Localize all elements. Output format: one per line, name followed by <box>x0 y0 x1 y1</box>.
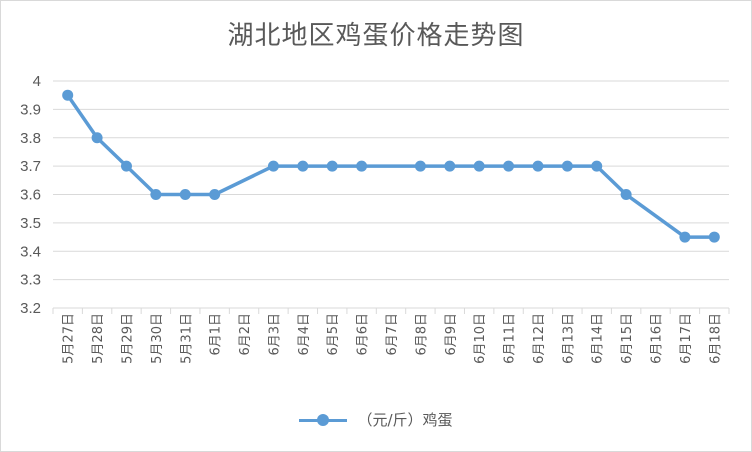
x-tick-label: 5月28日 <box>91 313 106 364</box>
data-point <box>62 89 74 101</box>
data-point <box>326 160 338 172</box>
y-tick-label: 3.5 <box>20 215 41 232</box>
data-point <box>356 160 368 172</box>
y-tick-label: 3.3 <box>20 272 41 289</box>
y-tick-label: 3.9 <box>20 101 41 118</box>
data-point <box>591 160 603 172</box>
x-tick-label: 6月14日 <box>591 313 606 364</box>
data-point <box>561 160 573 172</box>
data-point <box>473 160 485 172</box>
y-tick-label: 3.6 <box>20 187 41 204</box>
y-tick-label: 4 <box>33 73 41 90</box>
x-tick-label: 6月13日 <box>561 313 576 364</box>
x-tick-label: 6月18日 <box>708 313 723 364</box>
x-tick-label: 6月11日 <box>503 313 518 364</box>
x-tick-label: 5月30日 <box>150 313 165 364</box>
x-tick-label: 6月12日 <box>532 313 547 364</box>
x-tick-label: 6月4日 <box>297 313 312 356</box>
legend-line-marker-icon <box>299 413 348 426</box>
x-tick-label: 6月3日 <box>267 313 282 356</box>
data-point <box>120 160 132 172</box>
data-point <box>414 160 426 172</box>
x-tick-label: 6月16日 <box>650 313 665 364</box>
y-tick-label: 3.8 <box>20 130 41 147</box>
x-tick-label: 5月27日 <box>62 313 77 364</box>
chart-title: 湖北地区鸡蛋价格走势图 <box>227 21 525 51</box>
x-tick-label: 5月31日 <box>179 313 194 364</box>
x-tick-label: 6月9日 <box>444 313 459 356</box>
data-point <box>297 160 309 172</box>
data-point <box>209 189 221 200</box>
x-tick-label: 6月1日 <box>209 313 224 356</box>
data-point <box>91 132 103 144</box>
y-tick-label: 3.2 <box>20 300 41 317</box>
data-point <box>503 160 515 172</box>
x-tick-label: 6月15日 <box>620 313 635 364</box>
data-point <box>532 160 544 172</box>
x-tick-label: 6月10日 <box>473 313 488 364</box>
x-tick-label: 6月2日 <box>238 313 253 356</box>
legend: （元/斤）鸡蛋 <box>1 409 751 430</box>
y-tick-label: 3.4 <box>20 243 41 260</box>
x-tick-label: 5月29日 <box>120 313 135 364</box>
data-point <box>708 231 720 243</box>
data-point <box>179 189 191 200</box>
x-tick-label: 6月5日 <box>326 313 341 356</box>
data-point <box>444 160 456 172</box>
x-tick-label: 6月6日 <box>356 313 371 356</box>
legend-label: （元/斤）鸡蛋 <box>357 411 453 429</box>
data-point <box>679 231 691 243</box>
y-tick-label: 3.7 <box>20 158 41 175</box>
x-tick-label: 6月17日 <box>679 313 694 364</box>
x-tick-label: 6月7日 <box>385 313 400 356</box>
data-point <box>150 189 162 200</box>
x-tick-label: 6月8日 <box>414 313 429 356</box>
data-point <box>620 189 632 200</box>
data-point <box>267 160 279 172</box>
